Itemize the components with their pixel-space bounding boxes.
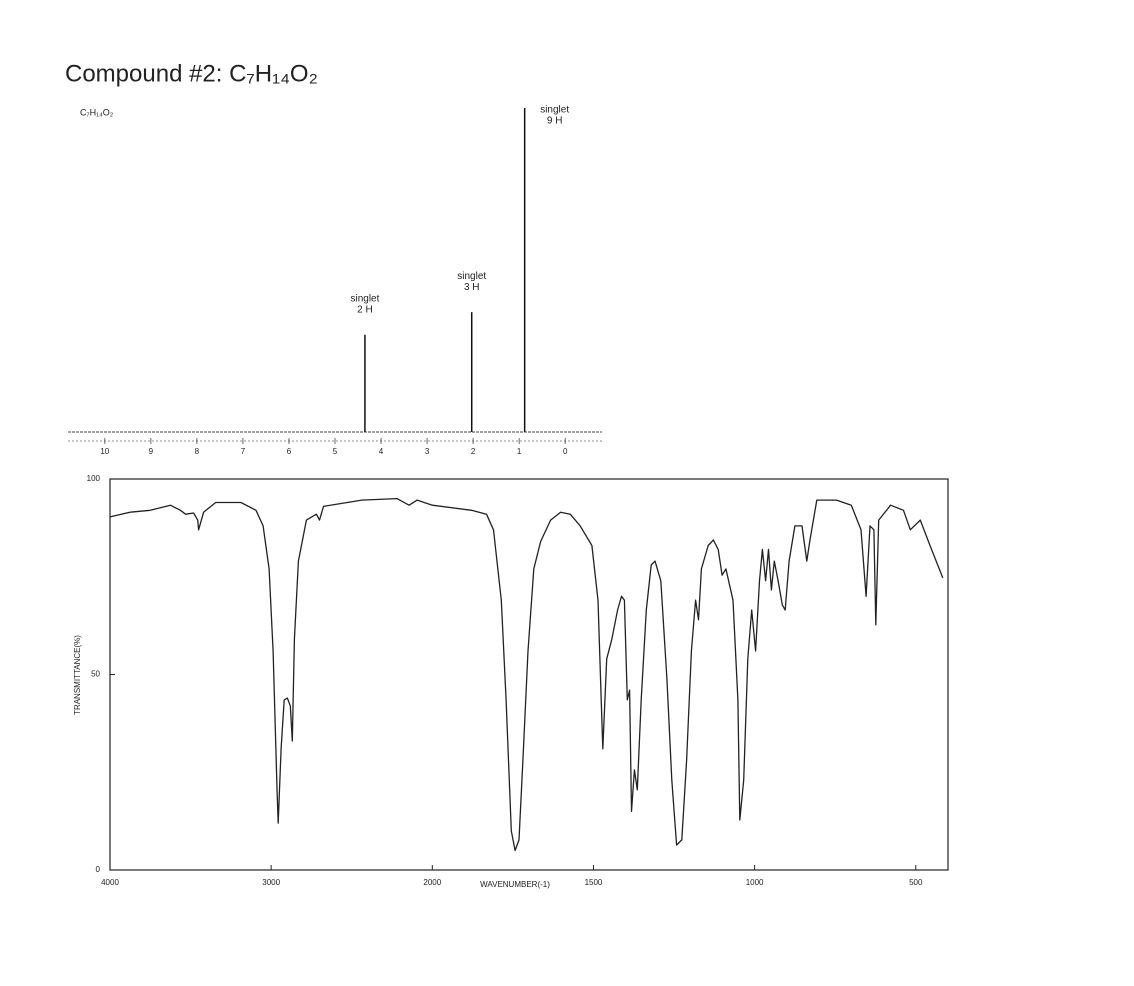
y-tick-label: 100	[87, 474, 101, 483]
x-tick-label: 2	[471, 447, 476, 456]
x-tick-label: 6	[287, 447, 292, 456]
x-tick-label: 9	[149, 447, 154, 456]
x-tick-label: 2000	[423, 878, 441, 887]
x-tick-label: 8	[195, 447, 200, 456]
peak-label: singlet	[350, 293, 379, 304]
y-tick-label: 50	[91, 670, 100, 679]
y-axis-label: TRANSMITTANCE(%)	[73, 635, 82, 715]
peak-label: singlet	[540, 105, 569, 116]
x-tick-label: 0	[563, 447, 568, 456]
nmr-label: C₇H₁₄O₂	[80, 107, 114, 117]
x-tick-label: 4000	[101, 878, 119, 887]
y-tick-label: 0	[96, 865, 101, 874]
x-axis-label: WAVENUMBER(-1)	[480, 880, 550, 889]
peak-count: 3 H	[464, 282, 480, 293]
peak-count: 2 H	[357, 304, 373, 315]
x-tick-label: 3	[425, 447, 430, 456]
x-tick-label: 3000	[262, 878, 280, 887]
peak-label: singlet	[457, 271, 486, 282]
x-tick-label: 7	[241, 447, 246, 456]
x-tick-label: 10	[100, 447, 109, 456]
x-tick-label: 500	[909, 878, 923, 887]
ir-trace	[109, 497, 944, 852]
x-tick-label: 5	[333, 447, 338, 456]
page-title: Compound #2: C₇H₁₄O₂	[65, 60, 318, 87]
x-tick-label: 1500	[585, 878, 603, 887]
peak-count: 9 H	[547, 116, 563, 127]
x-tick-label: 1	[517, 447, 522, 456]
x-tick-label: 4	[379, 447, 384, 456]
x-tick-label: 1000	[746, 878, 764, 887]
ir-frame	[109, 478, 949, 871]
